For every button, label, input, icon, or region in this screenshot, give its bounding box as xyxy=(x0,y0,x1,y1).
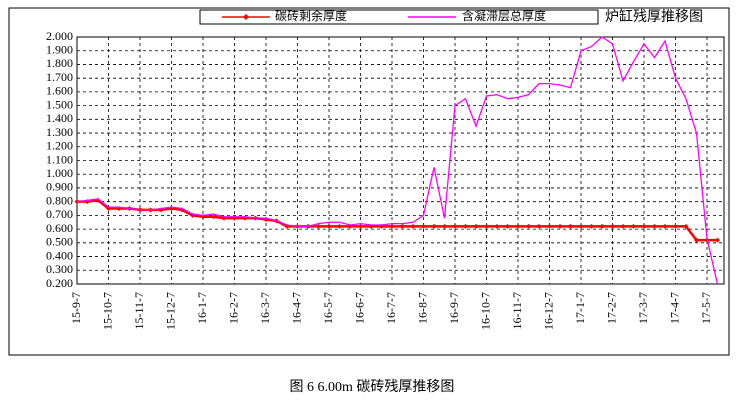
point-marker xyxy=(652,223,657,229)
legend-label: 含凝滞层总厚度 xyxy=(462,8,546,23)
point-marker xyxy=(641,223,647,229)
point-marker xyxy=(631,223,636,229)
legend-marker xyxy=(243,14,249,20)
x-tick-label: 16-2-7 xyxy=(226,292,240,324)
y-tick-label: 0.700 xyxy=(46,207,73,221)
point-marker xyxy=(694,237,699,243)
point-marker xyxy=(610,223,615,229)
legend-box xyxy=(199,9,599,25)
x-tick-label: 16-1-7 xyxy=(195,292,209,324)
y-tick-label: 0.600 xyxy=(46,221,73,235)
point-marker xyxy=(620,223,626,229)
y-tick-label: 2.000 xyxy=(46,29,73,43)
x-tick-label: 15-10-7 xyxy=(100,292,114,330)
x-tick-label: 15-9-7 xyxy=(69,292,83,324)
x-tick-label: 17-4-7 xyxy=(667,292,681,324)
caption: 图 6 6.00m 碳砖残厚推移图 xyxy=(290,379,455,395)
point-marker xyxy=(515,223,521,229)
chart-title: 炉缸残厚推移图 xyxy=(605,8,703,25)
y-tick-label: 1.500 xyxy=(46,97,73,111)
point-marker xyxy=(557,223,563,229)
series-line xyxy=(77,198,718,242)
y-tick-label: 0.900 xyxy=(46,180,73,194)
y-tick-label: 1.900 xyxy=(46,42,73,56)
legend-label: 碳砖剩余厚度 xyxy=(275,8,347,23)
y-tick-label: 1.300 xyxy=(46,125,73,139)
point-marker xyxy=(358,223,363,229)
y-tick-label: 1.200 xyxy=(46,139,73,153)
point-marker xyxy=(526,223,531,229)
point-marker xyxy=(400,223,405,229)
point-marker xyxy=(484,223,489,229)
point-marker xyxy=(505,223,510,229)
x-tick-label: 16-4-7 xyxy=(289,292,303,324)
point-marker xyxy=(421,223,426,229)
x-tick-label: 17-5-7 xyxy=(699,292,713,324)
x-tick-label: 16-5-7 xyxy=(321,292,335,324)
x-tick-label: 17-2-7 xyxy=(604,292,618,324)
point-marker xyxy=(211,214,216,220)
point-marker xyxy=(316,223,321,229)
y-tick-label: 0.400 xyxy=(46,248,73,262)
x-tick-label: 16-11-7 xyxy=(510,292,524,330)
point-marker xyxy=(673,223,678,229)
point-marker xyxy=(568,223,573,229)
x-tick-label: 17-1-7 xyxy=(573,292,587,324)
point-marker xyxy=(431,223,437,229)
point-marker xyxy=(662,223,668,229)
point-marker xyxy=(442,223,447,229)
point-marker xyxy=(683,223,689,229)
x-tick-label: 16-6-7 xyxy=(352,292,366,324)
point-marker xyxy=(578,223,584,229)
point-marker xyxy=(337,223,342,229)
point-marker xyxy=(715,237,720,243)
y-tick-label: 0.800 xyxy=(46,193,73,207)
point-marker xyxy=(589,223,594,229)
x-tick-label: 16-8-7 xyxy=(415,292,429,324)
chart-frame xyxy=(8,7,730,356)
point-marker xyxy=(463,223,468,229)
point-marker xyxy=(452,223,458,229)
x-tick-label: 16-12-7 xyxy=(541,292,555,330)
x-tick-label: 17-3-7 xyxy=(636,292,650,324)
point-marker xyxy=(326,223,332,229)
x-tick-label: 16-9-7 xyxy=(447,292,461,324)
y-tick-label: 1.400 xyxy=(46,111,73,125)
x-tick-label: 15-11-7 xyxy=(132,292,146,330)
point-marker xyxy=(473,223,479,229)
point-marker xyxy=(536,223,542,229)
y-tick-label: 1.800 xyxy=(46,56,73,70)
y-tick-label: 1.100 xyxy=(46,152,73,166)
point-marker xyxy=(547,223,552,229)
x-tick-label: 16-3-7 xyxy=(258,292,272,324)
y-tick-label: 0.500 xyxy=(46,235,73,249)
x-tick-label: 15-12-7 xyxy=(163,292,177,330)
y-tick-label: 1.700 xyxy=(46,70,73,84)
y-tick-label: 1.600 xyxy=(46,84,73,98)
x-tick-label: 16-10-7 xyxy=(478,292,492,330)
y-tick-label: 0.200 xyxy=(46,276,73,290)
point-marker xyxy=(389,223,395,229)
point-marker xyxy=(410,223,416,229)
series-line xyxy=(76,36,719,285)
x-tick-label: 16-7-7 xyxy=(384,292,398,324)
point-marker xyxy=(494,223,500,229)
point-marker xyxy=(599,223,605,229)
y-tick-label: 0.300 xyxy=(46,262,73,276)
y-tick-label: 1.000 xyxy=(46,166,73,180)
